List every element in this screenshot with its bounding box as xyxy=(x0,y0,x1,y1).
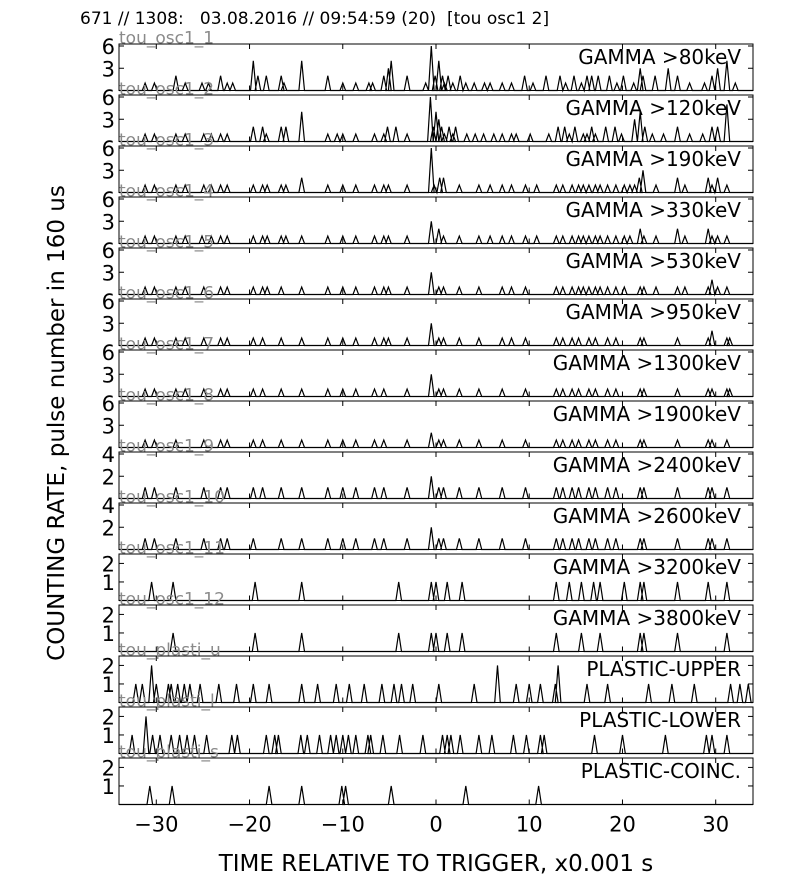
y-tick-label: 1 xyxy=(102,775,115,799)
series-line xyxy=(119,716,753,755)
series-line xyxy=(119,527,753,551)
y-tick-label: 4 xyxy=(102,443,115,467)
y-tick-label: 6 xyxy=(102,239,115,263)
y-tick-label: 1 xyxy=(102,673,115,697)
y-tick-label: 6 xyxy=(102,341,115,365)
channel-id: tou_osc1_2 xyxy=(119,80,214,100)
x-tick-label: −10 xyxy=(321,813,365,837)
y-tick-label: 3 xyxy=(102,363,115,387)
y-tick-label: 3 xyxy=(102,108,115,132)
y-tick-label: 3 xyxy=(102,210,115,234)
panel-label: GAMMA >2400keV xyxy=(553,453,742,477)
series-line xyxy=(119,785,753,806)
series-line xyxy=(119,323,753,347)
x-tick-label: 0 xyxy=(429,813,442,837)
x-tick-label: −20 xyxy=(227,813,271,837)
y-tick-label: 6 xyxy=(102,392,115,416)
channel-id: tou_osc1_11 xyxy=(119,539,225,559)
series-line xyxy=(119,374,753,398)
y-tick-label: 6 xyxy=(102,188,115,212)
series-line xyxy=(119,665,753,704)
series-line xyxy=(119,632,753,653)
y-tick-label: 6 xyxy=(102,35,115,59)
y-tick-label: 2 xyxy=(102,756,115,780)
channel-id: tou_plasti_s xyxy=(119,743,219,763)
x-tick-label: −30 xyxy=(134,813,178,837)
panel-label: GAMMA >330keV xyxy=(565,198,741,222)
y-tick-label: 2 xyxy=(102,654,115,678)
y-tick-label: 2 xyxy=(102,516,115,540)
y-tick-label: 2 xyxy=(102,603,115,627)
channel-id: tou_osc1_9 xyxy=(119,437,214,457)
panel-label: GAMMA >530keV xyxy=(565,249,741,273)
y-tick-label: 6 xyxy=(102,86,115,110)
y-tick-label: 3 xyxy=(102,414,115,438)
x-axis-label: TIME RELATIVE TO TRIGGER, x0.001 s xyxy=(218,851,654,877)
panel-label: PLASTIC-LOWER xyxy=(579,708,741,732)
x-tick-label: 10 xyxy=(516,813,543,837)
panel-label: PLASTIC-UPPER xyxy=(586,657,741,681)
y-tick-label: 2 xyxy=(102,552,115,576)
series-line xyxy=(119,432,753,449)
series-line xyxy=(119,581,753,602)
y-tick-label: 2 xyxy=(102,705,115,729)
series-line xyxy=(119,45,753,93)
panel-label: GAMMA >120keV xyxy=(565,96,741,120)
series-line xyxy=(119,96,753,144)
y-tick-label: 3 xyxy=(102,312,115,336)
panel-label: GAMMA >950keV xyxy=(565,300,741,324)
y-tick-label: 1 xyxy=(102,571,115,595)
y-tick-label: 4 xyxy=(102,494,115,518)
channel-id: tou_osc1_1 xyxy=(119,29,214,49)
panel-label: GAMMA >1900keV xyxy=(553,402,742,426)
series-line xyxy=(119,476,753,500)
channel-id: tou_osc1_6 xyxy=(119,284,214,304)
channel-id: tou_osc1_12 xyxy=(119,590,225,610)
channel-id: tou_osc1_7 xyxy=(119,335,214,355)
chart-header: 671 // 1308: 03.08.2016 // 09:54:59 (20)… xyxy=(80,9,550,29)
y-tick-label: 1 xyxy=(102,622,115,646)
y-tick-label: 3 xyxy=(102,261,115,285)
channel-id: tou_osc1_5 xyxy=(119,233,214,253)
y-tick-label: 1 xyxy=(102,724,115,748)
series-line xyxy=(119,221,753,246)
panel-label: GAMMA >2600keV xyxy=(553,504,742,528)
y-axis-label: COUNTING RATE, pulse number in 160 us xyxy=(44,185,70,661)
channel-id: tou_osc1_3 xyxy=(119,131,214,151)
channel-id: tou_plasti_u xyxy=(119,641,221,661)
y-tick-label: 3 xyxy=(102,57,115,81)
panel-label: GAMMA >3800keV xyxy=(553,606,742,630)
series-line xyxy=(119,272,753,297)
panel-label: GAMMA >1300keV xyxy=(553,351,742,375)
channel-id: tou_osc1_4 xyxy=(119,182,214,202)
x-tick-label: 20 xyxy=(609,813,636,837)
channel-id: tou_plasti_l xyxy=(119,692,215,712)
series-line xyxy=(119,147,753,195)
panel-label: GAMMA >190keV xyxy=(565,147,741,171)
channel-id: tou_osc1_8 xyxy=(119,386,214,406)
panel-label: GAMMA >80keV xyxy=(578,45,741,69)
x-tick-label: 30 xyxy=(702,813,729,837)
panel-label: PLASTIC-COINC. xyxy=(581,759,741,783)
y-tick-label: 6 xyxy=(102,137,115,161)
y-tick-label: 6 xyxy=(102,290,115,314)
y-tick-label: 2 xyxy=(102,465,115,489)
channel-id: tou_osc1_10 xyxy=(119,488,225,508)
y-tick-label: 3 xyxy=(102,159,115,183)
panel-label: GAMMA >3200keV xyxy=(553,555,742,579)
